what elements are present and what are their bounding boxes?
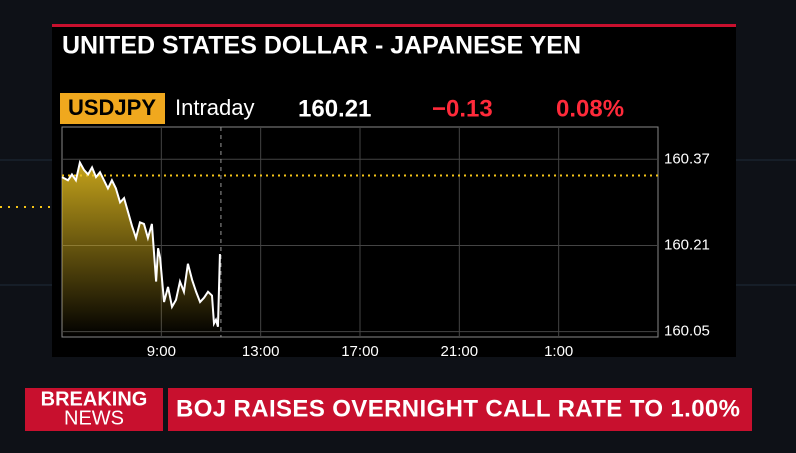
news-label: NEWS (64, 407, 124, 429)
x-tick-label: 21:00 (441, 343, 479, 360)
x-tick-label: 1:00 (544, 343, 573, 360)
change-pct: 0.08% (556, 95, 624, 122)
y-tick-label: 160.37 (664, 150, 710, 167)
price-line (61, 159, 221, 328)
last-price: 160.21 (298, 95, 371, 122)
x-tick-label: 13:00 (242, 343, 280, 360)
y-tick-label: 160.05 (664, 323, 710, 340)
breaking-box (25, 388, 163, 431)
headline: BOJ RAISES OVERNIGHT CALL RATE TO 1.00% (176, 395, 740, 422)
headline-box (168, 388, 752, 431)
ticker-box (60, 93, 165, 124)
banner-title: UNITED STATES DOLLAR - JAPANESE YEN (62, 32, 581, 60)
x-tick-label: 17:00 (341, 343, 379, 360)
ticker: USDJPY (68, 95, 156, 120)
y-tick-label: 160.21 (664, 236, 710, 253)
x-tick-label: 9:00 (147, 343, 176, 360)
banner (52, 27, 736, 67)
change: −0.13 (432, 95, 493, 122)
banner-accent (52, 24, 736, 27)
period: Intraday (175, 95, 255, 120)
breaking-label: BREAKING (41, 388, 148, 410)
area (62, 162, 220, 337)
